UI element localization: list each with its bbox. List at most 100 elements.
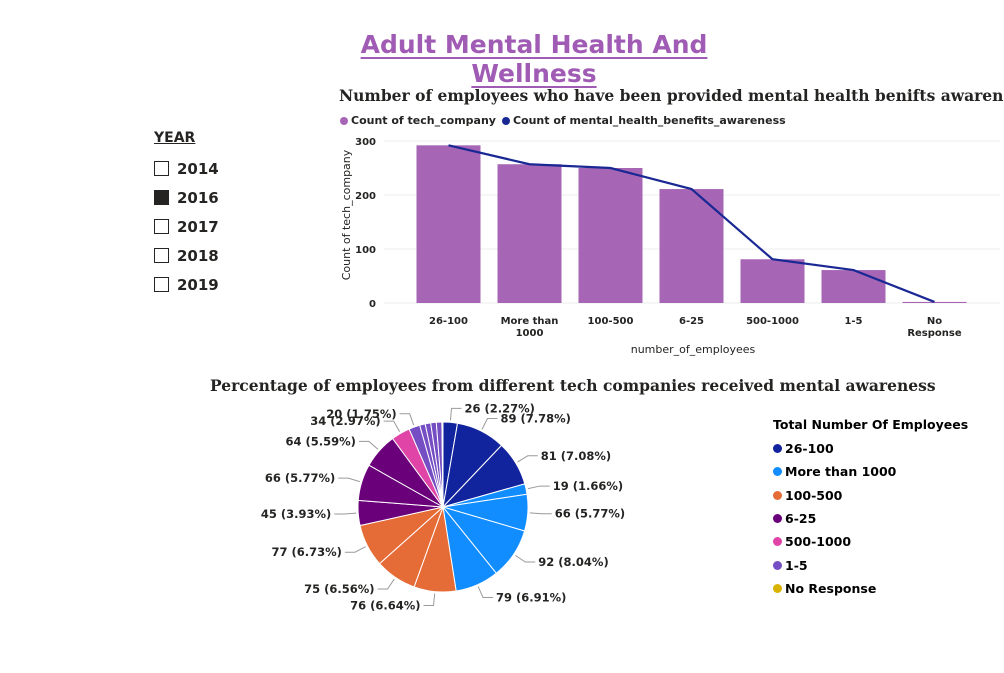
pie-legend-item[interactable]: 26-100 (773, 437, 968, 460)
x-tick-label: 500-1000 (746, 316, 799, 327)
label-leader (477, 586, 494, 599)
checkbox[interactable] (154, 277, 169, 292)
legend-label: Count of tech_company (351, 114, 496, 127)
bar[interactable] (578, 168, 643, 303)
legend-dot (773, 444, 782, 454)
label-leader (334, 512, 357, 515)
data-label: 26 (2.27%) (464, 401, 534, 415)
year-option-2018[interactable]: 2018 (154, 241, 274, 270)
year-option-2014[interactable]: 2014 (154, 154, 274, 183)
y-tick-label: 200 (355, 191, 376, 202)
data-label: 64 (5.59%) (285, 434, 355, 448)
year-option-label: 2014 (177, 159, 219, 178)
legend-dot (501, 116, 510, 125)
legend-dot (773, 467, 782, 477)
checkbox[interactable] (154, 248, 169, 263)
label-leader (358, 440, 379, 450)
bar[interactable] (902, 301, 967, 303)
label-leader (423, 593, 436, 607)
legend-dot (773, 537, 782, 547)
pie-slice[interactable] (441, 421, 444, 508)
legend-label: 500-1000 (785, 534, 852, 550)
legend-label: 26-100 (785, 441, 834, 457)
checkbox[interactable] (154, 219, 169, 234)
year-option-label: 2019 (177, 275, 219, 294)
label-leader (529, 512, 552, 515)
legend-label: No Response (785, 580, 877, 596)
legend-label: Count of mental_health_benefits_awarenes… (512, 114, 786, 127)
legend-label: 1-5 (785, 557, 808, 573)
y-axis-label: Count of tech_company (340, 149, 353, 280)
legend-item-benefits-awareness[interactable]: Count of mental_health_benefits_awarenes… (501, 114, 786, 127)
label-leader (517, 455, 538, 463)
pie-legend-item[interactable]: 100-500 (773, 484, 968, 507)
pie-legend-title: Total Number Of Employees (773, 417, 969, 432)
year-option-label: 2016 (177, 188, 219, 207)
year-option-2019[interactable]: 2019 (154, 270, 274, 299)
pie-chart: 26 (2.27%)89 (7.78%) 81 (7.08%) 19 (1.66%)… (261, 401, 625, 613)
label-leader (527, 485, 550, 490)
pie-chart-title: Percentage of employees from different t… (210, 376, 936, 395)
pie-legend-item[interactable]: 1-5 (773, 553, 968, 576)
bar[interactable] (740, 259, 805, 303)
pie-legend: Total Number Of Employees 26-100 More tha… (773, 417, 968, 600)
legend-label: 6-25 (785, 511, 817, 527)
bar[interactable] (821, 270, 886, 303)
label-leader (449, 407, 462, 421)
x-tick-label: More than 1000 (501, 316, 559, 339)
y-tick-label: 100 (355, 245, 376, 256)
bar[interactable] (416, 145, 481, 303)
data-label: 76 (6.64%) (350, 599, 420, 613)
legend-label: 100-500 (785, 487, 843, 503)
y-tick-label: 0 (369, 299, 376, 310)
legend-dot (773, 583, 782, 593)
year-option-label: 2018 (177, 246, 219, 265)
y-tick-label: 300 (355, 137, 376, 148)
pie-legend-item[interactable]: 6-25 (773, 507, 968, 530)
x-tick-label: No Response (907, 316, 962, 339)
pie-legend-item[interactable]: No Response (773, 577, 968, 600)
pie-legend-item[interactable]: More than 1000 (773, 460, 968, 483)
x-tick-label: 1-5 (844, 316, 862, 327)
series-line[interactable] (448, 144, 935, 303)
bar-chart-legend: Count of tech_company Count of mental_he… (340, 114, 792, 127)
year-option-2017[interactable]: 2017 (154, 212, 274, 241)
data-label: 19 (1.66%) (553, 479, 623, 493)
data-label: 66 (5.77%) (555, 507, 625, 521)
data-label: 75 (6.56%) (304, 582, 374, 596)
legend-dot (773, 560, 782, 570)
data-label: 20 (1.75%) (326, 407, 396, 421)
x-tick-label: 100-500 (588, 316, 634, 327)
year-option-2016[interactable]: 2016 (154, 183, 274, 212)
label-leader (377, 578, 395, 590)
data-label: 77 (6.73%) (271, 545, 341, 559)
year-option-label: 2017 (177, 217, 219, 236)
data-label: 81 (7.08%) (541, 449, 611, 463)
data-label: 92 (8.04%) (538, 555, 608, 569)
label-leader (383, 420, 401, 432)
legend-dot (773, 490, 782, 500)
label-leader (344, 546, 366, 553)
bar[interactable] (497, 164, 562, 303)
data-label: 34 (2.97%) (310, 414, 380, 428)
legend-dot (773, 514, 782, 524)
legend-dot (340, 116, 348, 125)
page-title: Adult Mental Health And Wellness (360, 30, 708, 88)
legend-item-tech-company[interactable]: Count of tech_company (340, 114, 496, 127)
label-leader (338, 477, 360, 483)
data-label: 45 (3.93%) (261, 507, 331, 521)
checkbox[interactable] (154, 190, 169, 205)
pie-legend-item[interactable]: 500-1000 (773, 530, 968, 553)
x-tick-label: 26-100 (429, 316, 468, 327)
bar-chart-title: Number of employees who have been provid… (339, 86, 1004, 105)
year-slicer: YEAR 2014 2016 2017 2018 2019 (154, 130, 274, 299)
label-leader (515, 554, 536, 563)
x-axis-label: number_of_employees (631, 343, 756, 356)
checkbox[interactable] (154, 161, 169, 176)
legend-label: More than 1000 (785, 464, 897, 480)
x-tick-label: 6-25 (679, 316, 704, 327)
label-leader (399, 413, 415, 426)
data-label: 79 (6.91%) (496, 591, 566, 605)
year-slicer-header: YEAR (154, 130, 196, 146)
data-label: 89 (7.78%) (500, 412, 570, 426)
